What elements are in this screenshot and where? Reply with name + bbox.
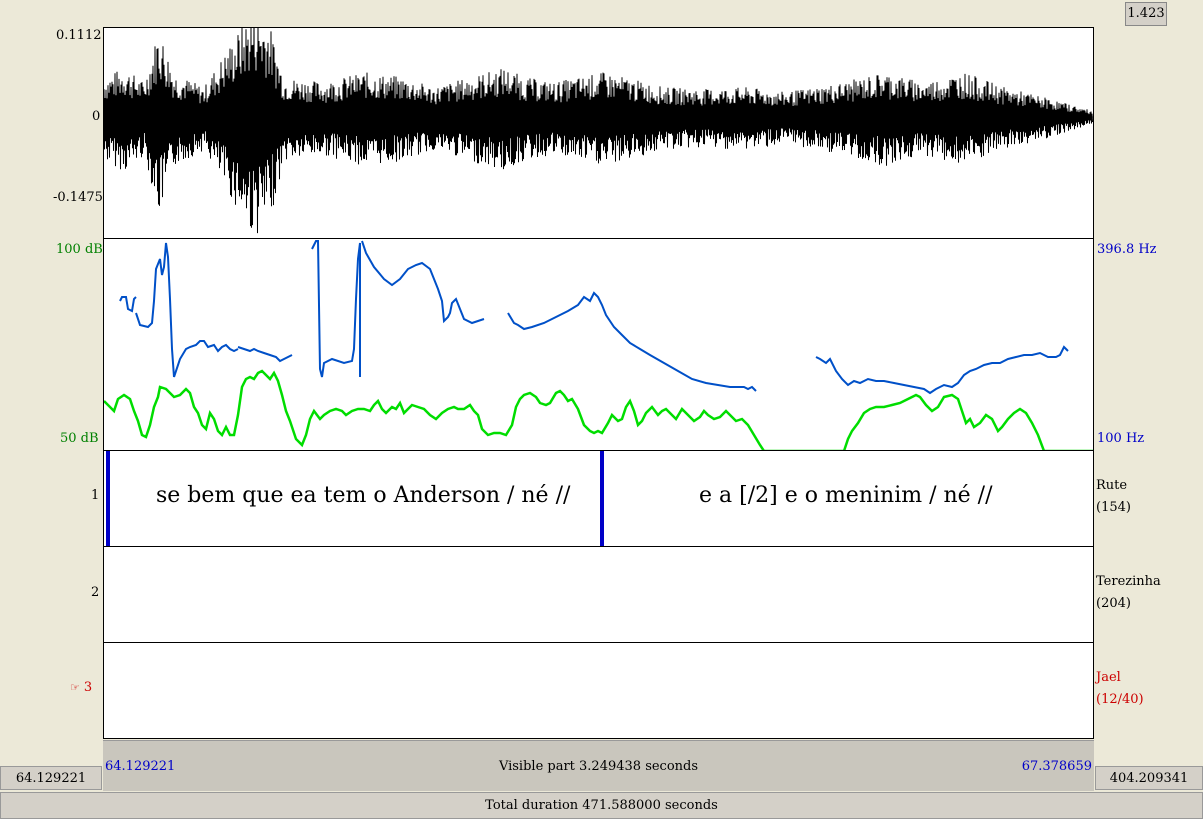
- waveform-zero-label: 0: [92, 109, 101, 124]
- total-duration-label: Total duration 471.588000 seconds: [485, 798, 718, 813]
- waveform-panel[interactable]: [103, 27, 1094, 239]
- before-window-time: 64.129221: [15, 771, 87, 786]
- visible-window-bar[interactable]: 64.129221 Visible part 3.249438 seconds …: [103, 740, 1094, 791]
- waveform-max-label: 0.1112: [56, 28, 102, 43]
- tier-3-selected-marker: ☞ 3: [70, 680, 92, 695]
- tier-1-count: (154): [1096, 500, 1131, 515]
- analysis-panel[interactable]: [103, 238, 1094, 451]
- tier-1-name: Rute: [1096, 478, 1128, 493]
- tier-3-number: 3: [83, 680, 93, 695]
- pitch-contour: [119, 240, 1069, 395]
- tier-2-annotation[interactable]: [103, 546, 1094, 643]
- visible-part-label: Visible part 3.249438 seconds: [498, 759, 699, 774]
- pitch-min-label: 100 Hz: [1097, 431, 1145, 446]
- tier-1-annotation[interactable]: se bem que ea tem o Anderson / né // e a…: [103, 450, 1094, 548]
- window-end-time: 67.378659: [1021, 759, 1092, 774]
- tier-1-boundary-start[interactable]: [106, 451, 110, 548]
- intensity-min-label: 50 dB: [60, 431, 99, 446]
- after-window-bar[interactable]: 404.209341: [1095, 766, 1203, 790]
- tier-3-annotation[interactable]: [103, 642, 1094, 739]
- waveform-min-label: -0.1475: [53, 190, 103, 205]
- pitch-max-label: 396.8 Hz: [1097, 242, 1157, 257]
- intensity-contour: [104, 369, 1093, 450]
- tier-3-count: (12/40): [1096, 692, 1144, 707]
- tier-1-segment-1[interactable]: se bem que ea tem o Anderson / né //: [156, 483, 571, 508]
- tier-2-number: 2: [91, 585, 100, 600]
- waveform-svg: [104, 28, 1093, 234]
- tier-2-name: Terezinha: [1096, 574, 1161, 589]
- tier-1-boundary-mid[interactable]: [600, 451, 604, 548]
- tier-3-name: Jael: [1096, 670, 1121, 685]
- zoom-level-button[interactable]: 1.423: [1125, 2, 1167, 26]
- total-duration-bar[interactable]: Total duration 471.588000 seconds: [0, 792, 1203, 819]
- tier-1-segment-2[interactable]: e a [/2] e o meninim / né //: [699, 483, 993, 508]
- before-window-bar[interactable]: 64.129221: [0, 766, 102, 790]
- waveform-trace: [104, 28, 1093, 234]
- analysis-svg: [104, 240, 1093, 450]
- intensity-max-label: 100 dB: [56, 242, 103, 257]
- after-window-time: 404.209341: [1109, 771, 1189, 786]
- window-start-time: 64.129221: [105, 759, 176, 774]
- tier-1-number: 1: [91, 488, 100, 503]
- tier-2-count: (204): [1096, 596, 1131, 611]
- pointing-hand-icon: ☞: [70, 681, 80, 694]
